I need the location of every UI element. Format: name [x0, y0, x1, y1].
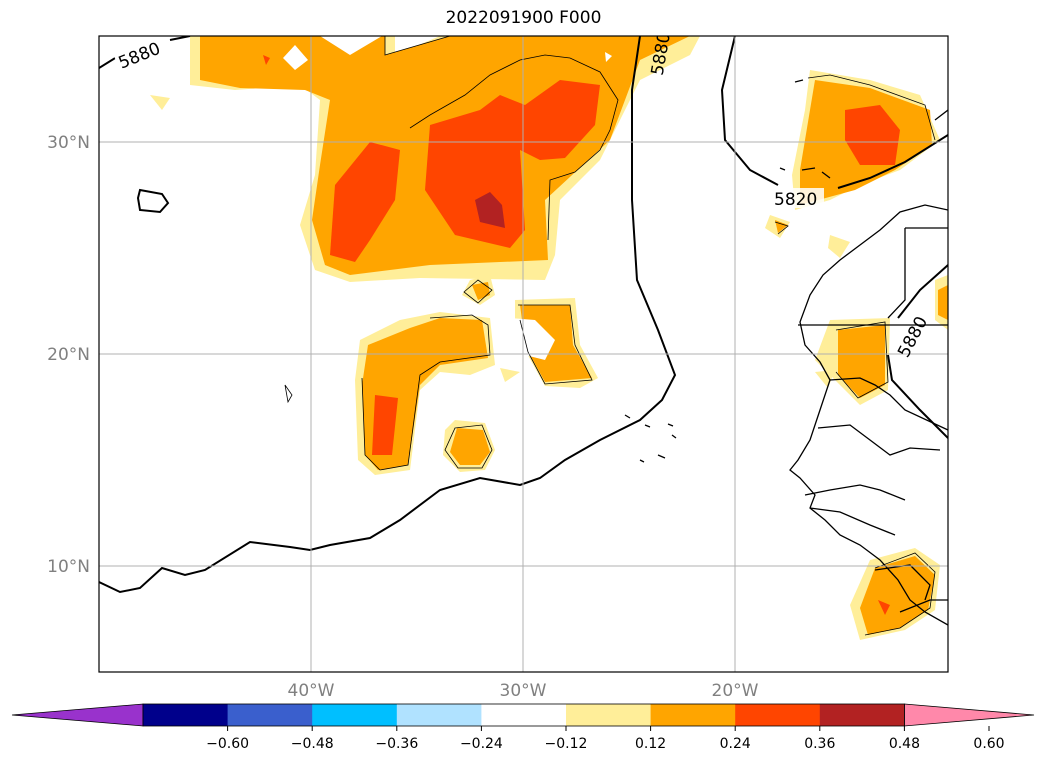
contour-label: 5820	[774, 190, 817, 210]
shading-darkred	[475, 192, 505, 228]
colorbar-segment	[650, 704, 736, 726]
colorbar-tick-label: −0.60	[206, 736, 249, 752]
colorbar-segment	[481, 704, 567, 726]
colorbar-tick-label: 0.24	[720, 736, 751, 752]
map-title: 2022091900 F000	[445, 8, 602, 28]
colorbar-tick-label: −0.12	[545, 736, 588, 752]
coastlines	[624, 79, 948, 626]
lat-label-20n: 20°N	[47, 345, 90, 365]
colorbar-tick-label: 0.60	[973, 736, 1004, 752]
colorbar-tick-label: −0.48	[291, 736, 334, 752]
lat-labels: 30°N 20°N 10°N	[47, 133, 90, 577]
lon-label-40w: 40°W	[288, 681, 335, 701]
colorbar-extend-low	[11, 703, 144, 727]
lon-label-30w: 30°W	[500, 681, 547, 701]
colorbar: −0.60 −0.48 −0.36 −0.24 −0.12 0.12 0.24 0.36 0.4…	[11, 703, 1035, 752]
colorbar-segment	[566, 704, 652, 726]
colorbar-segment	[227, 704, 313, 726]
colorbar-tick-label: 0.12	[635, 736, 666, 752]
colorbar-segment	[735, 704, 821, 726]
lat-label-30n: 30°N	[47, 133, 90, 153]
lat-label-10n: 10°N	[47, 557, 90, 577]
colorbar-tick-label: −0.36	[375, 736, 418, 752]
lon-labels: 40°W 30°W 20°W	[288, 681, 759, 701]
colorbar-outline	[142, 703, 905, 727]
shading-outlines	[284, 36, 936, 636]
colorbar-segment	[143, 704, 229, 726]
graticule	[99, 36, 948, 672]
height-contours	[99, 36, 948, 594]
colorbar-tick-label: 0.48	[889, 736, 920, 752]
shading-white-holes	[283, 36, 612, 360]
colorbar-segment	[819, 704, 905, 726]
colorbar-tick-label: −0.24	[460, 736, 503, 752]
lon-label-20w: 20°W	[712, 681, 759, 701]
map-field-layer: 5880 5880 5820 5880	[99, 36, 948, 672]
colorbar-tick-label: 0.36	[804, 736, 835, 752]
map-frame	[98, 35, 949, 673]
colorbar-segment	[396, 704, 482, 726]
colorbar-extend-high	[904, 703, 1035, 727]
colorbar-segment	[312, 704, 398, 726]
shading-red	[263, 55, 900, 615]
